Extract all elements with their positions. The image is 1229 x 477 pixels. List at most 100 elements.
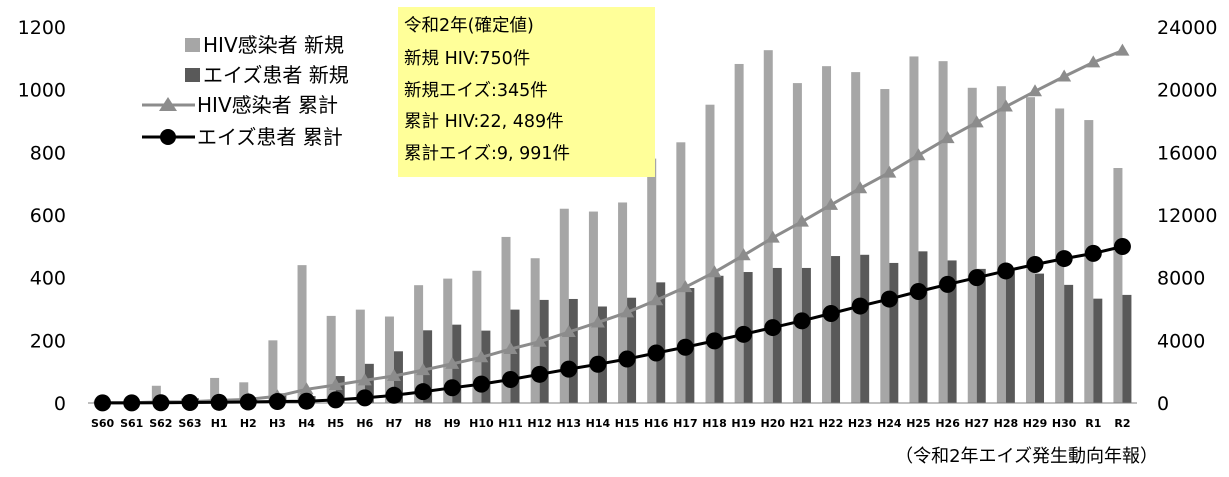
x-tick-label-H9: H9 xyxy=(444,417,461,430)
bar-hiv-new-H14 xyxy=(589,212,598,403)
marker-aids-cum-H26 xyxy=(939,276,956,293)
y-right-tick-12000: 12000 xyxy=(1157,205,1217,227)
bar-aids-new-R1 xyxy=(1093,299,1102,403)
x-tick-label-H15: H15 xyxy=(615,417,640,430)
bar-hiv-new-H28 xyxy=(997,86,1006,403)
bar-aids-new-H13 xyxy=(569,299,578,403)
marker-aids-cum-H4 xyxy=(298,393,315,410)
legend-circle-marker xyxy=(160,129,176,145)
x-tick-label-H2: H2 xyxy=(240,417,257,430)
y-left-tick-1200: 1200 xyxy=(18,17,66,39)
legend-swatch-hiv-new xyxy=(185,38,200,52)
x-tick-label-H6: H6 xyxy=(356,417,373,430)
bar-hiv-new-H23 xyxy=(851,72,860,403)
x-tick-label-H13: H13 xyxy=(557,417,582,430)
marker-aids-cum-H10 xyxy=(473,376,490,393)
x-tick-label-H30: H30 xyxy=(1052,417,1077,430)
bar-hiv-new-H22 xyxy=(822,66,831,403)
marker-aids-cum-H16 xyxy=(648,344,665,361)
bar-hiv-new-H4 xyxy=(298,265,307,403)
marker-aids-cum-H8 xyxy=(415,383,432,400)
marker-aids-cum-S63 xyxy=(181,394,198,411)
marker-aids-cum-R2 xyxy=(1114,238,1131,255)
x-tick-label-H7: H7 xyxy=(386,417,403,430)
marker-aids-cum-S62 xyxy=(152,394,169,411)
marker-aids-cum-H14 xyxy=(589,356,606,373)
x-tick-label-S60: S60 xyxy=(91,417,115,430)
bar-hiv-new-H29 xyxy=(1026,97,1035,403)
x-tick-label-H26: H26 xyxy=(935,417,960,430)
marker-aids-cum-H22 xyxy=(823,305,840,322)
y-left-tick-200: 200 xyxy=(30,330,66,352)
bar-aids-new-R2 xyxy=(1122,295,1131,403)
bar-aids-new-H27 xyxy=(977,269,986,403)
marker-aids-cum-H12 xyxy=(531,366,548,383)
bar-aids-new-H28 xyxy=(1006,269,1015,403)
callout-line-cum-aids: 累計エイズ:9, 991件 xyxy=(404,144,570,164)
callout-box: 令和2年(確定値) 新規 HIV:750件 新規エイズ:345件 累計 HIV:… xyxy=(398,7,655,177)
marker-aids-cum-H20 xyxy=(764,319,781,336)
bar-hiv-new-H18 xyxy=(705,105,714,403)
callout-line-title: 令和2年(確定値) xyxy=(404,16,534,36)
marker-aids-cum-H13 xyxy=(560,361,577,378)
marker-aids-cum-H2 xyxy=(240,394,257,411)
marker-aids-cum-S61 xyxy=(123,394,140,411)
bar-hiv-new-H17 xyxy=(676,142,685,403)
bar-aids-new-H22 xyxy=(831,256,840,403)
x-tick-label-H14: H14 xyxy=(586,417,611,430)
x-tick-label-H19: H19 xyxy=(731,417,756,430)
x-tick-label-H8: H8 xyxy=(415,417,432,430)
bar-hiv-new-H25 xyxy=(909,56,918,403)
x-tick-label-H10: H10 xyxy=(469,417,494,430)
y-left-tick-1000: 1000 xyxy=(18,80,66,102)
x-tick-label-H22: H22 xyxy=(819,417,844,430)
x-tick-label-H21: H21 xyxy=(790,417,815,430)
marker-aids-cum-H27 xyxy=(968,269,985,286)
x-tick-label-H5: H5 xyxy=(327,417,344,430)
bar-hiv-new-R2 xyxy=(1113,168,1122,403)
x-tick-label-H11: H11 xyxy=(498,417,523,430)
marker-aids-cum-H24 xyxy=(881,291,898,308)
x-tick-label-H16: H16 xyxy=(644,417,669,430)
x-tick-label-H28: H28 xyxy=(994,417,1019,430)
marker-aids-cum-S60 xyxy=(94,394,111,411)
x-tick-label-H3: H3 xyxy=(269,417,286,430)
bar-aids-new-H23 xyxy=(860,255,869,403)
y-right-tick-20000: 20000 xyxy=(1157,80,1217,102)
y-left-tick-0: 0 xyxy=(54,393,66,415)
x-tick-label-H27: H27 xyxy=(964,417,989,430)
bar-aids-new-H12 xyxy=(540,300,549,403)
bar-hiv-new-H16 xyxy=(647,159,656,403)
bar-hiv-new-H15 xyxy=(618,202,627,403)
x-tick-label-H25: H25 xyxy=(906,417,931,430)
marker-aids-cum-R1 xyxy=(1085,245,1102,262)
marker-aids-cum-H1 xyxy=(211,394,228,411)
x-tick-label-H17: H17 xyxy=(673,417,698,430)
marker-aids-cum-H18 xyxy=(706,332,723,349)
legend-label-hiv-cum: HIV感染者 累計 xyxy=(197,93,338,117)
x-tick-label-S63: S63 xyxy=(178,417,201,430)
marker-aids-cum-H29 xyxy=(1027,256,1044,273)
marker-aids-cum-H19 xyxy=(735,326,752,343)
x-tick-label-H12: H12 xyxy=(527,417,552,430)
marker-hiv-cum-R2 xyxy=(1115,44,1129,56)
y-right-tick-16000: 16000 xyxy=(1157,142,1217,164)
legend: HIV感染者 新規 エイズ患者 新規 HIV感染者 累計 エイズ患者 累計 xyxy=(142,33,349,149)
source-note: （令和2年エイズ発生動向年報） xyxy=(895,446,1158,467)
marker-aids-cum-H28 xyxy=(997,262,1014,279)
bar-hiv-new-H24 xyxy=(880,89,889,403)
bar-hiv-new-H26 xyxy=(939,61,948,403)
x-tick-label-H18: H18 xyxy=(702,417,727,430)
marker-aids-cum-H15 xyxy=(619,351,636,368)
bar-aids-new-H29 xyxy=(1035,274,1044,403)
x-tick-label-H1: H1 xyxy=(211,417,228,430)
marker-aids-cum-H21 xyxy=(793,312,810,329)
x-tick-label-H23: H23 xyxy=(848,417,873,430)
callout-line-new-aids: 新規エイズ:345件 xyxy=(404,81,548,101)
x-tick-label-H20: H20 xyxy=(761,417,786,430)
bar-hiv-new-H21 xyxy=(793,83,802,403)
x-tick-label-R1: R1 xyxy=(1085,417,1101,430)
marker-aids-cum-H25 xyxy=(910,283,927,300)
x-tick-label-H4: H4 xyxy=(298,417,315,430)
